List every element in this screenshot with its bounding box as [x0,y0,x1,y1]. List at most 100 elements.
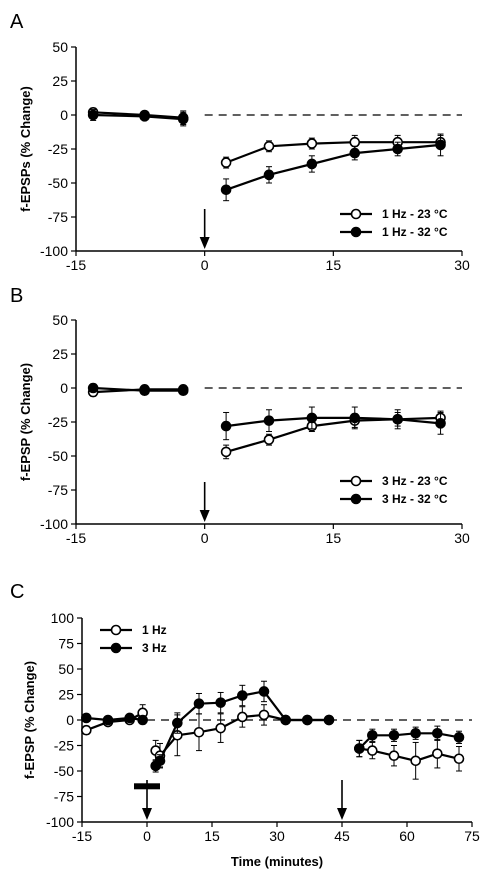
data-point [349,136,361,148]
data-point [410,727,421,739]
x-tick-label: 60 [399,828,415,844]
data-point [81,724,92,736]
legend-marker [350,475,362,487]
legend-label: 1 Hz - 32 °C [382,225,448,239]
series-filled [87,382,446,441]
data-point [172,717,183,729]
panel-letter: A [10,11,24,33]
data-point [220,157,232,168]
legend-marker [350,493,362,505]
y-tick-label: 25 [58,687,74,703]
data-point [139,111,150,122]
legend-marker [350,226,362,238]
data-point [220,446,232,458]
y-tick-label: -100 [40,516,68,532]
data-point [306,138,318,149]
data-point [263,415,275,426]
y-tick-label: 0 [60,380,68,396]
data-point [124,712,135,724]
data-point [432,727,443,739]
y-tick-label: 75 [58,636,74,652]
y-axis-title: f-EPSP (% Change) [22,661,37,779]
x-tick-label: 30 [454,530,470,546]
y-tick-label: 0 [66,712,74,728]
legend-entry: 1 Hz [100,623,167,637]
data-point [87,109,99,121]
stimulus-arrow-head [337,808,347,820]
stimulus-arrow-head [199,510,210,522]
y-tick-label: -50 [48,448,68,464]
legend-label: 1 Hz - 23 °C [382,207,448,221]
stimulus-arrow-head [142,808,152,820]
x-tick-label: 30 [454,257,470,273]
panel-c: C 100 75 50 25 0 -25 -50 -75 -100-15 0 15 30 45 60 75 f-… [10,581,480,869]
y-axis-title: f-EPSP (% Change) [18,363,33,481]
panel-letter: C [10,581,24,603]
x-tick-label: 30 [269,828,285,844]
data-point [306,412,318,424]
legend-marker [110,624,122,636]
y-tick-label: 25 [52,73,68,89]
y-tick-label: -100 [46,814,74,830]
data-point [139,385,150,397]
panel-a: A 50 25 0 -25 -50 -75 -100-15 0 15 30 f-EPSPs (% Ch… [10,11,470,273]
y-tick-label: -75 [54,789,74,805]
x-tick-label: 15 [326,530,342,546]
data-point [349,412,361,424]
data-point [432,748,443,759]
x-tick-label: -15 [66,257,86,273]
data-point [263,140,275,152]
x-tick-label: 0 [201,257,209,273]
y-tick-label: -100 [40,243,68,259]
data-point [453,753,465,765]
y-tick-label: 100 [51,610,75,626]
legend-entry: 3 Hz - 23 °C [340,474,448,488]
x-tick-label: 75 [464,828,480,844]
x-axis-title: Time (minutes) [231,854,323,869]
x-tick-label: 0 [201,530,209,546]
data-point [137,714,148,726]
legend-entry: 3 Hz - 32 °C [340,492,448,506]
data-point [388,729,400,741]
data-point [237,690,248,701]
data-point [220,184,232,196]
data-point [392,143,403,155]
data-point [280,714,291,726]
y-tick-label: 50 [52,312,68,328]
series-filled [87,109,446,202]
x-tick-label: -15 [66,530,86,546]
data-point [81,712,92,724]
data-point [258,686,270,697]
y-tick-label: -75 [48,482,68,498]
y-tick-label: 25 [52,346,68,362]
data-point [215,697,226,708]
series-filled [81,680,465,773]
data-point [102,714,114,726]
legend-entry: 3 Hz [100,641,167,655]
data-point [392,413,403,425]
panel-letter: B [10,285,23,307]
data-point [435,139,446,151]
legend-marker [350,208,362,220]
data-point [302,714,313,726]
data-point [154,755,166,767]
data-point [306,158,318,170]
x-tick-label: 15 [326,257,342,273]
legend-label: 3 Hz - 23 °C [382,474,448,488]
data-point [237,711,248,723]
legend-entry: 1 Hz - 23 °C [340,207,448,221]
data-point [87,382,99,394]
data-point [177,113,189,125]
data-point [215,722,226,734]
legend-label: 3 Hz - 32 °C [382,492,448,506]
data-point [220,420,232,432]
y-tick-label: 0 [60,107,68,123]
y-tick-label: -50 [54,763,74,779]
data-point [388,750,400,762]
y-axis-title: f-EPSPs (% Change) [18,86,33,212]
data-point [435,418,446,429]
data-point [193,726,205,738]
data-point [177,385,189,397]
y-tick-label: -75 [48,209,68,225]
